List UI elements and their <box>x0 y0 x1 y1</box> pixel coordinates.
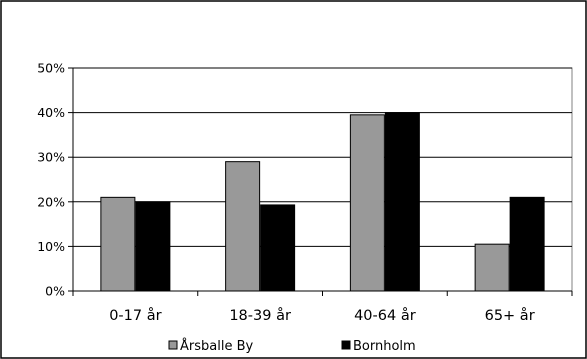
y-tick-label: 30% <box>37 150 65 165</box>
y-tick-label: 40% <box>37 105 65 120</box>
legend-swatch <box>168 340 178 350</box>
legend-swatch <box>341 340 351 350</box>
x-axis-ticks: 0-17 år 18-39 år 40-64 år 65+ år <box>72 291 573 324</box>
bar-arsballe-by <box>474 243 510 292</box>
bar-arsballe-by <box>100 196 136 292</box>
y-tick-label: 0% <box>45 284 65 299</box>
legend-label: Bornholm <box>353 339 416 354</box>
y-tick-label: 10% <box>37 239 65 254</box>
bars <box>100 112 545 292</box>
bar-arsballe-by <box>349 114 385 292</box>
bar-arsballe-by <box>225 161 261 292</box>
legend: Årsballe By Bornholm <box>168 338 416 354</box>
bar-bornholm <box>384 112 420 292</box>
x-tick-label: 40-64 år <box>354 307 416 324</box>
y-tick-label: 50% <box>37 61 65 76</box>
x-tick-label: 65+ år <box>485 307 535 324</box>
bar-bornholm <box>509 196 545 292</box>
bar-bornholm <box>135 201 171 292</box>
x-tick-label: 0-17 år <box>109 307 161 324</box>
legend-label: Årsballe By <box>180 338 254 354</box>
x-tick-label: 18-39 år <box>229 307 291 324</box>
bar-bornholm <box>260 204 296 292</box>
y-axis-ticks: 0% 10% 20% 30% 40% 50% <box>37 61 73 299</box>
y-tick-label: 20% <box>37 194 65 209</box>
